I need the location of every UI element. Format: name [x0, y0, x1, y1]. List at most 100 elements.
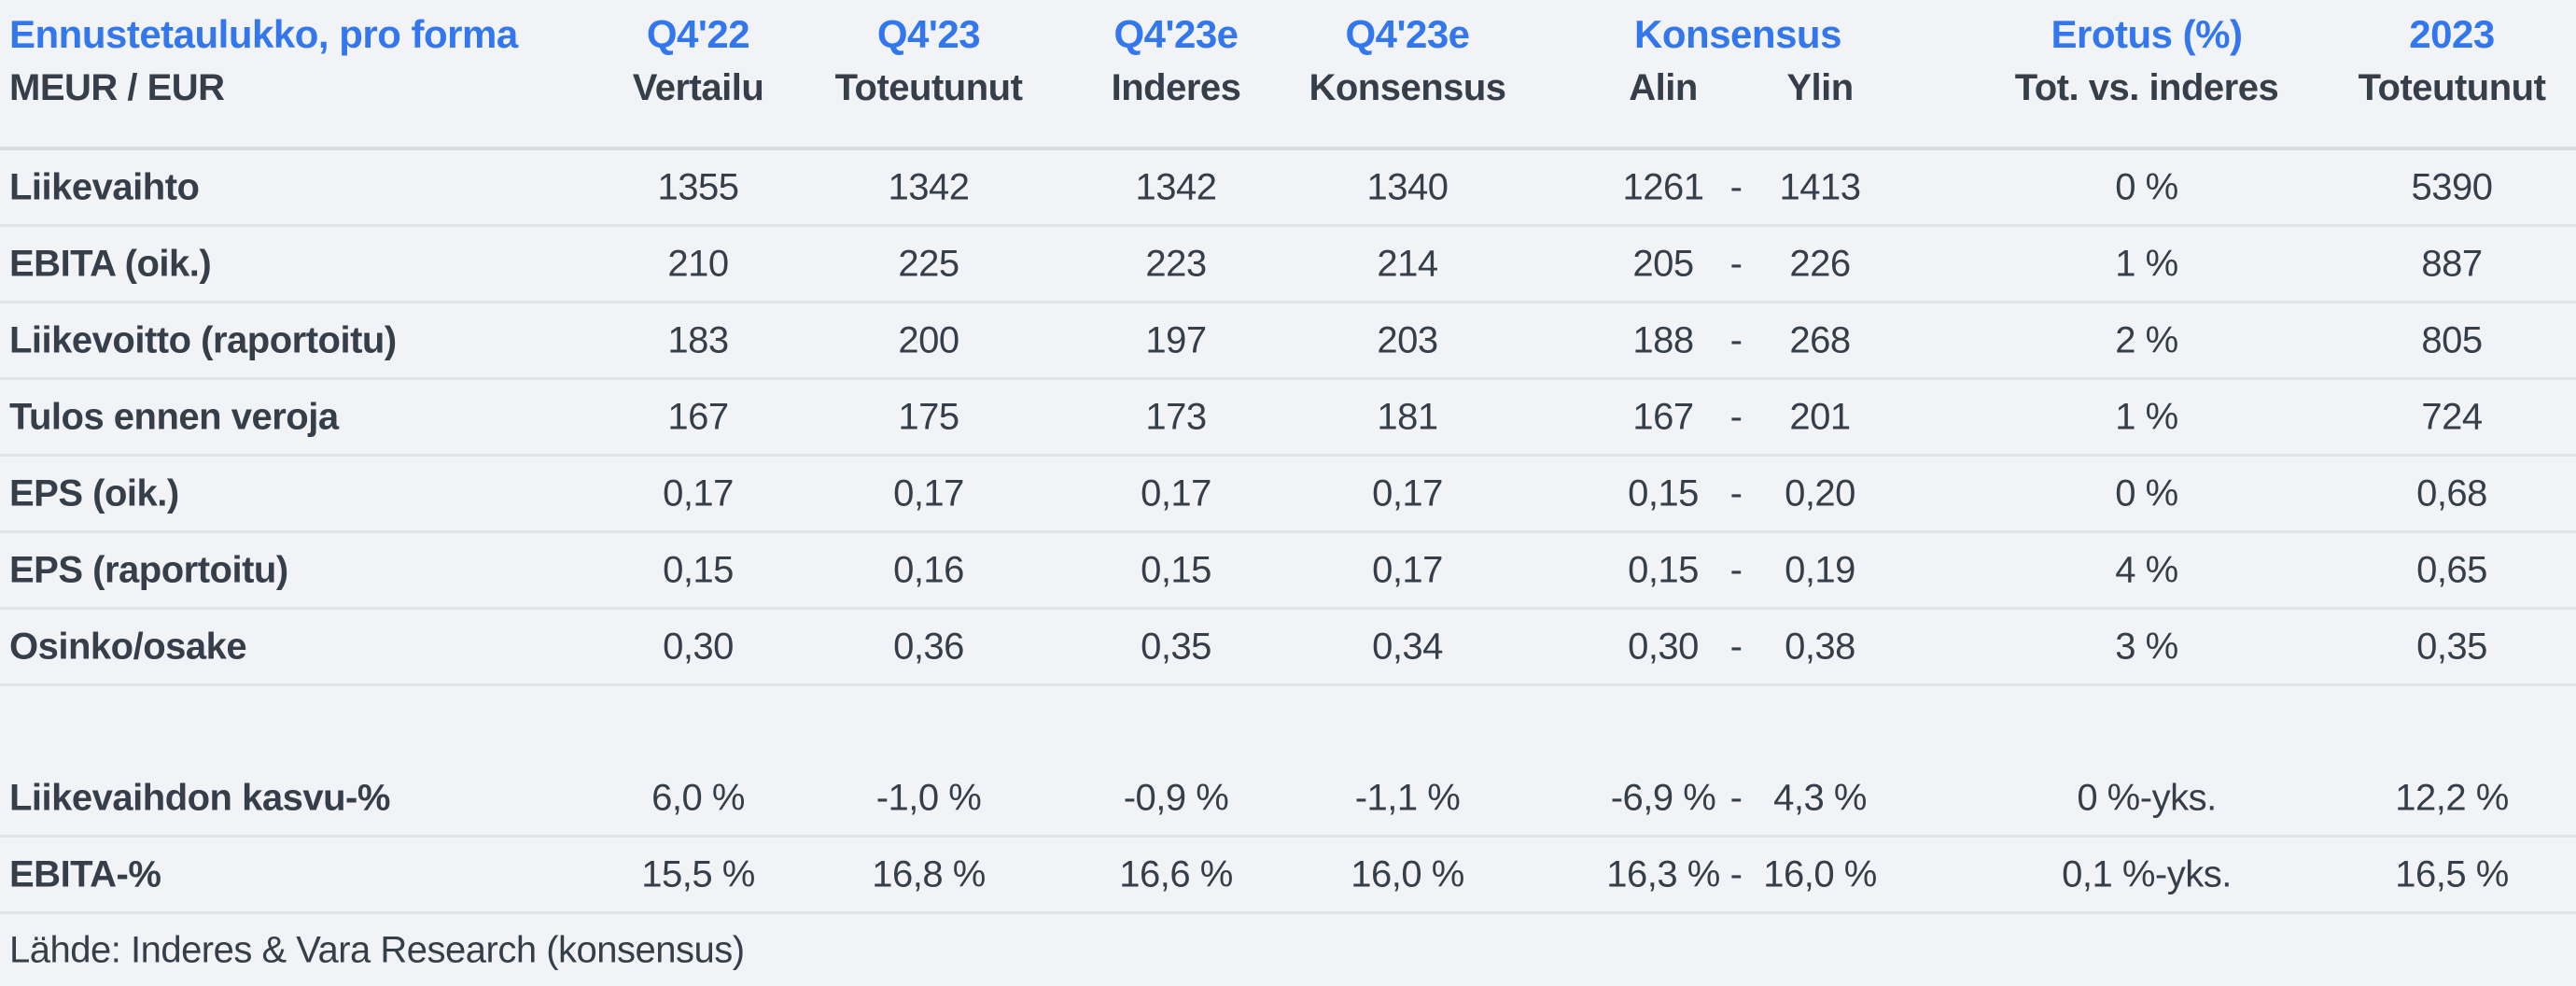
cell-alin: 0,15	[1628, 549, 1699, 590]
cell-erotus: 3 %	[2115, 626, 2178, 667]
cell-alin: 205	[1632, 243, 1694, 284]
header-group-4: Konsensus	[1634, 12, 1841, 56]
cell-ylin: 4,3 %	[1773, 777, 1867, 818]
cell-2023: 887	[2421, 243, 2483, 284]
table-row: Liikevaihdon kasvu-% 6,0 % -1,0 % -0,9 % -1,…	[0, 761, 2576, 838]
subheader-6: Tot. vs. inderes	[2014, 67, 2279, 108]
cell-alin: 16,3 %	[1606, 853, 1720, 894]
table-row: EBITA-% 15,5 % 16,8 % 16,6 % 16,0 % 16,3 % -16…	[0, 838, 2576, 914]
spacer-row	[0, 686, 2576, 761]
cell-vertailu: 0,15	[663, 549, 734, 590]
cell-toteutunut: 175	[898, 396, 959, 437]
cell-toteutunut: 225	[898, 243, 959, 284]
cell-inderes: -0,9 %	[1123, 777, 1229, 818]
cell-inderes: 0,35	[1141, 626, 1211, 667]
header-group-2: Q4'23e	[1113, 12, 1239, 56]
cell-erotus: 1 %	[2115, 396, 2178, 437]
cell-2023: 0,68	[2416, 472, 2487, 514]
subheader-1: Toteutunut	[834, 67, 1023, 108]
cell-konsensus: 0,17	[1372, 472, 1443, 514]
cell-range-dash: -	[1729, 777, 1743, 818]
cell-erotus: 2 %	[2115, 319, 2178, 360]
cell-toteutunut: 0,16	[893, 549, 964, 590]
row-label: Liikevaihto	[9, 166, 200, 207]
cell-toteutunut: 16,8 %	[872, 853, 986, 894]
cell-konsensus: -1,1 %	[1354, 777, 1461, 818]
table-row: EPS (raportoitu) 0,15 0,16 0,15 0,17 0,15-0,1…	[0, 533, 2576, 610]
cell-erotus: 0 %	[2115, 472, 2178, 514]
cell-erotus: 0 %	[2115, 166, 2178, 207]
row-label: Osinko/osake	[9, 626, 247, 667]
cell-2023: 12,2 %	[2395, 777, 2509, 818]
cell-range-dash: -	[1729, 626, 1743, 667]
cell-konsensus: 203	[1377, 319, 1438, 360]
cell-vertailu: 0,17	[663, 472, 734, 514]
cell-vertailu: 183	[667, 319, 729, 360]
table-row: EPS (oik.) 0,17 0,17 0,17 0,17 0,15-0,20 0 % 0,…	[0, 457, 2576, 533]
header-group-1: Q4'23	[876, 12, 981, 56]
header-group-3: Q4'23e	[1345, 12, 1470, 56]
cell-konsensus: 0,34	[1372, 626, 1443, 667]
cell-range-dash: -	[1729, 166, 1743, 207]
cell-range-dash: -	[1729, 853, 1743, 894]
cell-vertailu: 210	[667, 243, 729, 284]
cell-ylin: 268	[1789, 319, 1851, 360]
cell-alin: 0,15	[1628, 472, 1699, 514]
cell-ylin: 201	[1789, 396, 1851, 437]
cell-alin: 188	[1632, 319, 1694, 360]
cell-inderes: 0,15	[1141, 549, 1211, 590]
cell-ylin: 1413	[1779, 166, 1861, 207]
table-title: Ennustetaulukko, pro forma	[9, 12, 518, 56]
cell-inderes: 0,17	[1141, 472, 1211, 514]
subheader-3: Konsensus	[1309, 67, 1506, 108]
row-label: Tulos ennen veroja	[9, 396, 339, 437]
row-label: EPS (raportoitu)	[9, 549, 288, 590]
subheader-0: Vertailu	[632, 67, 764, 108]
cell-toteutunut: 0,17	[893, 472, 964, 514]
cell-alin: -6,9 %	[1610, 777, 1716, 818]
cell-2023: 5390	[2411, 166, 2493, 207]
cell-vertailu: 167	[667, 396, 729, 437]
cell-alin: 1261	[1622, 166, 1704, 207]
subheader-2: Inderes	[1111, 67, 1241, 108]
cell-range-dash: -	[1729, 549, 1743, 590]
cell-2023: 0,65	[2416, 549, 2487, 590]
cell-konsensus: 214	[1377, 243, 1438, 284]
cell-ylin: 0,38	[1785, 626, 1855, 667]
cell-inderes: 1342	[1135, 166, 1217, 207]
cell-inderes: 16,6 %	[1119, 853, 1233, 894]
cell-ylin: 16,0 %	[1763, 853, 1877, 894]
table-row: Liikevaihto 1355 1342 1342 1340 1261-1413 0 % 5…	[0, 150, 2576, 227]
cell-range-dash: -	[1729, 472, 1743, 514]
cell-konsensus: 16,0 %	[1351, 853, 1464, 894]
cell-ylin: 0,20	[1785, 472, 1855, 514]
cell-2023: 724	[2421, 396, 2483, 437]
header-group-0: Q4'22	[646, 12, 750, 56]
cell-erotus: 1 %	[2115, 243, 2178, 284]
cell-toteutunut: 1342	[888, 166, 970, 207]
cell-konsensus: 0,17	[1372, 549, 1443, 590]
source-note: Lähde: Inderes & Vara Research (konsensu…	[9, 929, 745, 971]
cell-toteutunut: 0,36	[893, 626, 964, 667]
row-label: EBITA-%	[9, 853, 161, 894]
subheader-5: Ylin	[1786, 67, 1854, 108]
row-label: Liikevoitto (raportoitu)	[9, 319, 397, 360]
cell-range-dash: -	[1729, 396, 1743, 437]
cell-range-dash: -	[1729, 243, 1743, 284]
cell-toteutunut: 200	[898, 319, 959, 360]
row-label: Liikevaihdon kasvu-%	[9, 777, 390, 818]
cell-inderes: 173	[1145, 396, 1207, 437]
cell-konsensus: 1340	[1366, 166, 1449, 207]
cell-2023: 805	[2421, 319, 2483, 360]
table-body: Liikevaihto 1355 1342 1342 1340 1261-1413 0 % 5…	[0, 150, 2576, 914]
cell-toteutunut: -1,0 %	[875, 777, 982, 818]
table-row: EBITA (oik.) 210 225 223 214 205- 226 1 % 887	[0, 227, 2576, 303]
row-label: EPS (oik.)	[9, 472, 179, 514]
cell-konsensus: 181	[1377, 396, 1438, 437]
cell-2023: 16,5 %	[2395, 853, 2509, 894]
cell-ylin: 226	[1789, 243, 1851, 284]
table-footer: Lähde: Inderes & Vara Research (konsensu…	[0, 914, 2576, 986]
header-group-5: Erotus (%)	[2051, 12, 2244, 56]
header-group-6: 2023	[2409, 12, 2495, 56]
